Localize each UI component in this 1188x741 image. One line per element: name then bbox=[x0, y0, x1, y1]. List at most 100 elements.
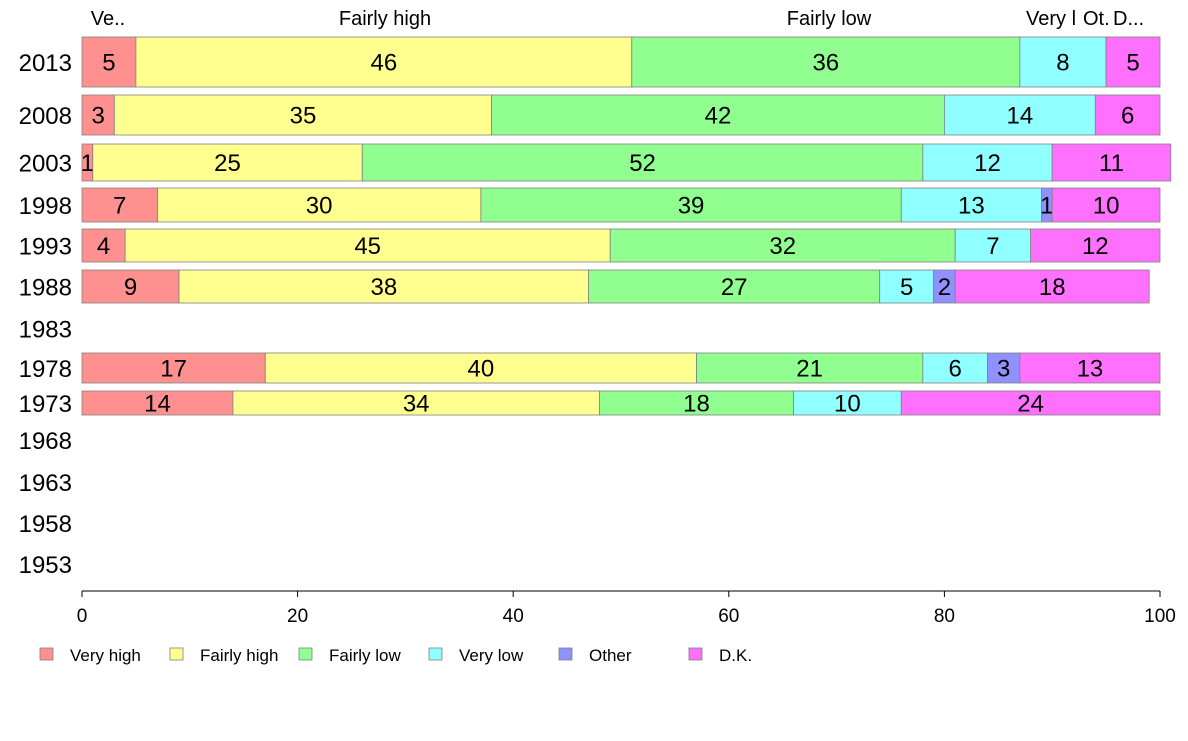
bar-segment bbox=[361, 143, 924, 182]
bar-segment bbox=[1019, 36, 1107, 88]
bar-value-label: 38 bbox=[370, 274, 397, 301]
bar-value-label: 1 bbox=[1040, 193, 1053, 220]
bar-value-label: 14 bbox=[1007, 103, 1034, 130]
legend: Very high Fairly high Fairly low Very low Ot… bbox=[39, 646, 752, 665]
year-label: 1968 bbox=[19, 428, 72, 455]
bar-value-label: 52 bbox=[629, 150, 656, 177]
legend-swatch bbox=[558, 647, 573, 661]
bar-value-label: 3 bbox=[91, 103, 104, 130]
legend-label: Fairly high bbox=[200, 646, 278, 665]
bar-segment bbox=[696, 352, 924, 384]
x-tick-label: 100 bbox=[1144, 606, 1176, 627]
bar-value-label: 18 bbox=[1039, 274, 1066, 301]
bar-segment bbox=[944, 94, 1096, 136]
bar-segment bbox=[1051, 187, 1161, 223]
bar-segment bbox=[1094, 94, 1161, 136]
bar-value-label: 1 bbox=[81, 150, 94, 177]
year-label: 2003 bbox=[19, 151, 72, 178]
bar-value-label: 12 bbox=[1082, 233, 1109, 260]
legend-swatch bbox=[169, 647, 184, 661]
bar-segment bbox=[599, 390, 794, 416]
bar-value-label: 7 bbox=[986, 233, 999, 260]
legend-label: D.K. bbox=[719, 646, 752, 665]
bar-segment bbox=[987, 352, 1021, 384]
x-tick-label: 20 bbox=[287, 606, 308, 627]
bar-value-label: 25 bbox=[214, 150, 241, 177]
bar-segment bbox=[954, 269, 1150, 304]
bar-value-label: 24 bbox=[1017, 391, 1044, 418]
x-tick-label: 0 bbox=[77, 606, 88, 627]
legend-swatch bbox=[688, 647, 703, 661]
bar-segment bbox=[81, 187, 158, 223]
bar-value-label: 8 bbox=[1056, 50, 1069, 77]
bar-value-label: 5 bbox=[102, 50, 115, 77]
bar-value-label: 21 bbox=[796, 356, 823, 383]
year-label: 1998 bbox=[19, 193, 72, 220]
bar-segment bbox=[113, 94, 493, 136]
bar-value-label: 10 bbox=[1093, 193, 1120, 220]
x-tick-label: 40 bbox=[503, 606, 524, 627]
legend-swatch bbox=[428, 647, 443, 661]
bar-value-label: 9 bbox=[124, 274, 137, 301]
x-tick-label: 60 bbox=[718, 606, 739, 627]
top-series-label: Very l bbox=[1026, 8, 1076, 30]
bar-value-label: 30 bbox=[306, 193, 333, 220]
bar-segment bbox=[491, 94, 945, 136]
top-series-label: Ot. bbox=[1083, 8, 1110, 30]
year-label: 1983 bbox=[19, 317, 72, 344]
bar-value-label: 13 bbox=[958, 193, 985, 220]
bar-segment bbox=[81, 352, 266, 384]
bar-value-label: 11 bbox=[1099, 150, 1124, 177]
year-label: 1963 bbox=[19, 470, 72, 497]
legend-label: Other bbox=[589, 646, 632, 665]
year-label: 2008 bbox=[19, 103, 72, 130]
bar-segment bbox=[135, 36, 633, 88]
bar-segment bbox=[1051, 143, 1172, 182]
legend-label: Very low bbox=[459, 646, 524, 665]
bar-value-label: 42 bbox=[705, 103, 732, 130]
bar-segment bbox=[264, 352, 697, 384]
bar-segment bbox=[900, 187, 1042, 223]
bar-value-label: 32 bbox=[769, 233, 796, 260]
bar-segment bbox=[1030, 228, 1161, 263]
legend-swatch bbox=[298, 647, 313, 661]
year-axis-labels: 2013 2008 2003 1998 1993 1988 1983 1978 1973 1968… bbox=[19, 50, 72, 579]
bar-segment bbox=[81, 228, 126, 263]
bar-segment bbox=[81, 94, 115, 136]
bar-value-label: 36 bbox=[812, 50, 839, 77]
bar-value-label: 10 bbox=[834, 391, 861, 418]
x-axis: 0 20 40 60 80 100 bbox=[77, 590, 1176, 627]
legend-label: Fairly low bbox=[329, 646, 402, 665]
top-series-label: Ve.. bbox=[91, 8, 125, 30]
legend-swatch bbox=[39, 647, 54, 661]
bar-segment bbox=[232, 390, 600, 416]
year-label: 1988 bbox=[19, 275, 72, 302]
bar-value-label: 12 bbox=[974, 150, 1001, 177]
bar-value-label: 46 bbox=[370, 50, 397, 77]
bar-value-label: 14 bbox=[144, 391, 171, 418]
bars: 5 46 36 8 53 35 42 14 61 25 52 12 117 30 39 13 1 104 45 32 7… bbox=[81, 36, 1172, 418]
year-label: 1953 bbox=[19, 552, 72, 579]
bar-segment bbox=[81, 36, 137, 88]
x-tick-label: 80 bbox=[934, 606, 955, 627]
bar-value-label: 4 bbox=[97, 233, 110, 260]
bar-segment bbox=[900, 390, 1161, 416]
bar-segment bbox=[1019, 352, 1161, 384]
bar-value-label: 5 bbox=[900, 274, 913, 301]
bar-segment bbox=[879, 269, 935, 304]
bar-value-label: 6 bbox=[1121, 103, 1134, 130]
bar-value-label: 17 bbox=[160, 356, 187, 383]
bar-segment bbox=[793, 390, 902, 416]
bar-value-label: 34 bbox=[403, 391, 430, 418]
bar-value-label: 27 bbox=[721, 274, 748, 301]
bar-value-label: 35 bbox=[290, 103, 317, 130]
bar-value-label: 45 bbox=[354, 233, 381, 260]
bar-value-label: 5 bbox=[1126, 50, 1139, 77]
bar-value-label: 18 bbox=[683, 391, 710, 418]
top-series-label: Fairly high bbox=[339, 8, 431, 30]
legend-label: Very high bbox=[70, 646, 141, 665]
bar-segment bbox=[92, 143, 363, 182]
bar-segment bbox=[178, 269, 590, 304]
